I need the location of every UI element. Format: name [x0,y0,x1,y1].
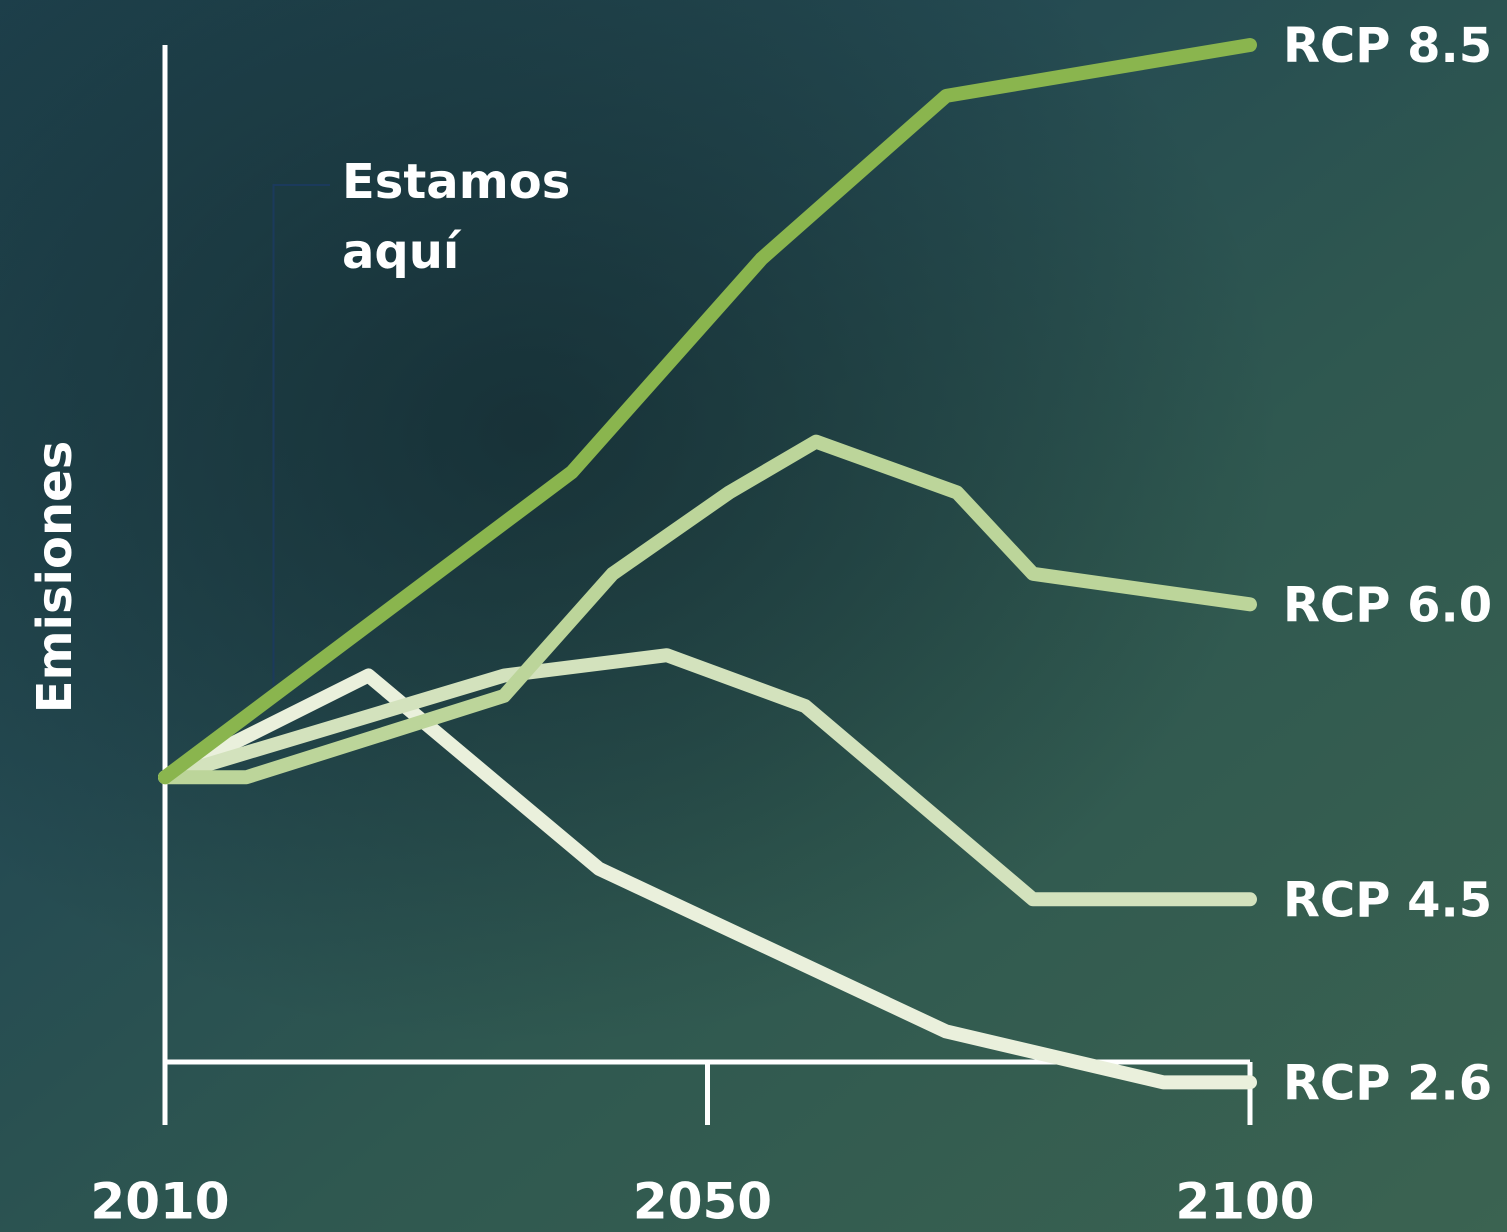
series-line [158,434,1257,785]
x-tick-label: 2010 [90,1173,229,1231]
x-tick-label: 2050 [633,1173,772,1231]
series-line [158,38,1257,785]
series-label: RCP 2.6 [1283,1055,1492,1111]
series-label: RCP 8.5 [1283,18,1492,74]
y-axis-label: Emisiones [27,441,83,714]
series-label: RCP 4.5 [1283,872,1492,928]
series-line [158,648,1257,907]
annotation-text: aquí [342,224,462,280]
series-label: RCP 6.0 [1283,577,1492,633]
x-tick-label: 2100 [1175,1173,1314,1231]
annotation-text: Estamos [342,154,570,210]
annotation-line [272,184,330,686]
series-line [158,668,1257,1090]
